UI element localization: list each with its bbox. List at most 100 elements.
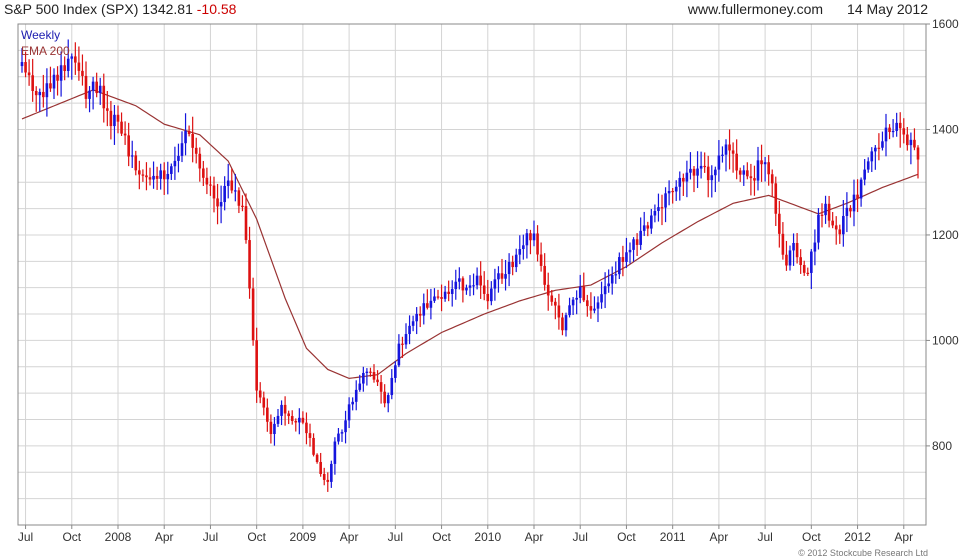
weekly-bar-down — [248, 226, 251, 299]
bar-body — [874, 147, 877, 152]
weekly-bar-up — [884, 113, 888, 157]
x-tick-label: 2009 — [290, 530, 317, 544]
x-tick-label: Oct — [432, 530, 451, 544]
weekly-bar-up — [564, 312, 568, 337]
weekly-bar-down — [209, 176, 212, 196]
weekly-bar-down — [529, 229, 532, 255]
weekly-bar-down — [795, 233, 799, 264]
bar-body — [518, 249, 522, 255]
bar-body — [123, 133, 127, 136]
bar-body — [244, 206, 248, 241]
weekly-bar-up — [443, 285, 447, 302]
weekly-bar-up — [522, 234, 525, 260]
bar-body — [34, 90, 38, 96]
bar-body — [486, 293, 490, 302]
bar-body — [650, 215, 653, 229]
bar-body — [369, 371, 372, 373]
weekly-bar-up — [20, 48, 24, 73]
bar-body — [429, 300, 433, 308]
weekly-bar-down — [682, 173, 685, 196]
bar-body — [443, 291, 447, 299]
weekly-bar-down — [56, 66, 59, 96]
bar-body — [102, 85, 106, 109]
bar-body — [600, 294, 603, 303]
bar-body — [326, 479, 330, 482]
weekly-bar-down — [838, 224, 842, 244]
weekly-bar-up — [45, 68, 49, 117]
weekly-bar-down — [202, 160, 205, 186]
bar-body — [578, 286, 582, 298]
weekly-bar-up — [465, 284, 468, 295]
weekly-bar-up — [337, 428, 340, 445]
weekly-bar-up — [344, 410, 347, 444]
bar-body — [706, 166, 710, 181]
weekly-bar-up — [689, 152, 692, 180]
bar-body — [870, 151, 874, 162]
weekly-bar-down — [162, 162, 166, 195]
weekly-bar-up — [632, 237, 635, 262]
weekly-bar-down — [194, 137, 198, 164]
bar-body — [781, 233, 785, 255]
bar-body — [532, 233, 536, 241]
weekly-bar-up — [226, 163, 230, 199]
weekly-bar-down — [251, 277, 255, 346]
weekly-bar-down — [155, 166, 159, 190]
weekly-bar-down — [778, 200, 781, 248]
bar-body — [472, 285, 475, 287]
bar-body — [628, 249, 632, 253]
bar-body — [294, 420, 298, 423]
bar-body — [134, 155, 138, 171]
bar-body — [667, 190, 671, 194]
bar-body — [635, 239, 639, 245]
weekly-bar-up — [667, 180, 671, 206]
bar-body — [913, 139, 916, 148]
bar-body — [881, 141, 884, 148]
bar-body — [298, 417, 301, 423]
weekly-bar-up — [866, 157, 870, 173]
weekly-bar-up — [788, 245, 792, 271]
weekly-bar-down — [84, 61, 88, 109]
weekly-bar-down — [546, 272, 550, 311]
bar-body — [77, 62, 81, 71]
source-website[interactable]: www.fullermoney.com — [687, 1, 824, 17]
bar-body — [319, 461, 322, 474]
weekly-bar-down — [42, 74, 45, 108]
copyright-credit: © 2012 Stockcube Research Ltd — [798, 548, 928, 558]
weekly-bar-down — [703, 152, 706, 173]
weekly-bar-down — [27, 59, 31, 86]
weekly-bar-down — [383, 384, 386, 408]
bar-body — [856, 194, 859, 199]
weekly-bar-down — [326, 472, 330, 492]
weekly-bar-up — [404, 323, 408, 349]
weekly-bar-down — [401, 336, 404, 358]
weekly-bar-up — [91, 76, 95, 110]
bar-body — [394, 365, 397, 378]
bar-body — [401, 343, 404, 345]
weekly-bar-down — [322, 467, 326, 486]
weekly-bar-down — [621, 245, 625, 277]
y-tick-label: 1000 — [932, 333, 959, 347]
weekly-bar-up — [721, 146, 724, 163]
weekly-bar-down — [269, 414, 273, 444]
bar-body — [898, 122, 902, 129]
weekly-bar-down — [461, 276, 465, 303]
x-tick-label: Jul — [757, 530, 772, 544]
bar-body — [539, 254, 543, 266]
weekly-bar-down — [290, 410, 294, 425]
bar-body — [646, 225, 650, 229]
weekly-bar-down — [731, 142, 735, 173]
bar-body — [849, 207, 852, 212]
bar-body — [362, 372, 365, 384]
bar-body — [621, 257, 625, 262]
weekly-bar-down — [479, 261, 482, 299]
weekly-bar-down — [635, 233, 639, 257]
weekly-bar-up — [390, 369, 394, 400]
bar-body — [415, 313, 418, 322]
bar-body — [177, 155, 180, 161]
bar-body — [187, 130, 191, 134]
weekly-bar-up — [273, 417, 276, 446]
weekly-bar-down — [134, 150, 138, 176]
bar-body — [461, 278, 465, 291]
bar-body — [575, 297, 578, 300]
weekly-bar-down — [671, 187, 674, 204]
